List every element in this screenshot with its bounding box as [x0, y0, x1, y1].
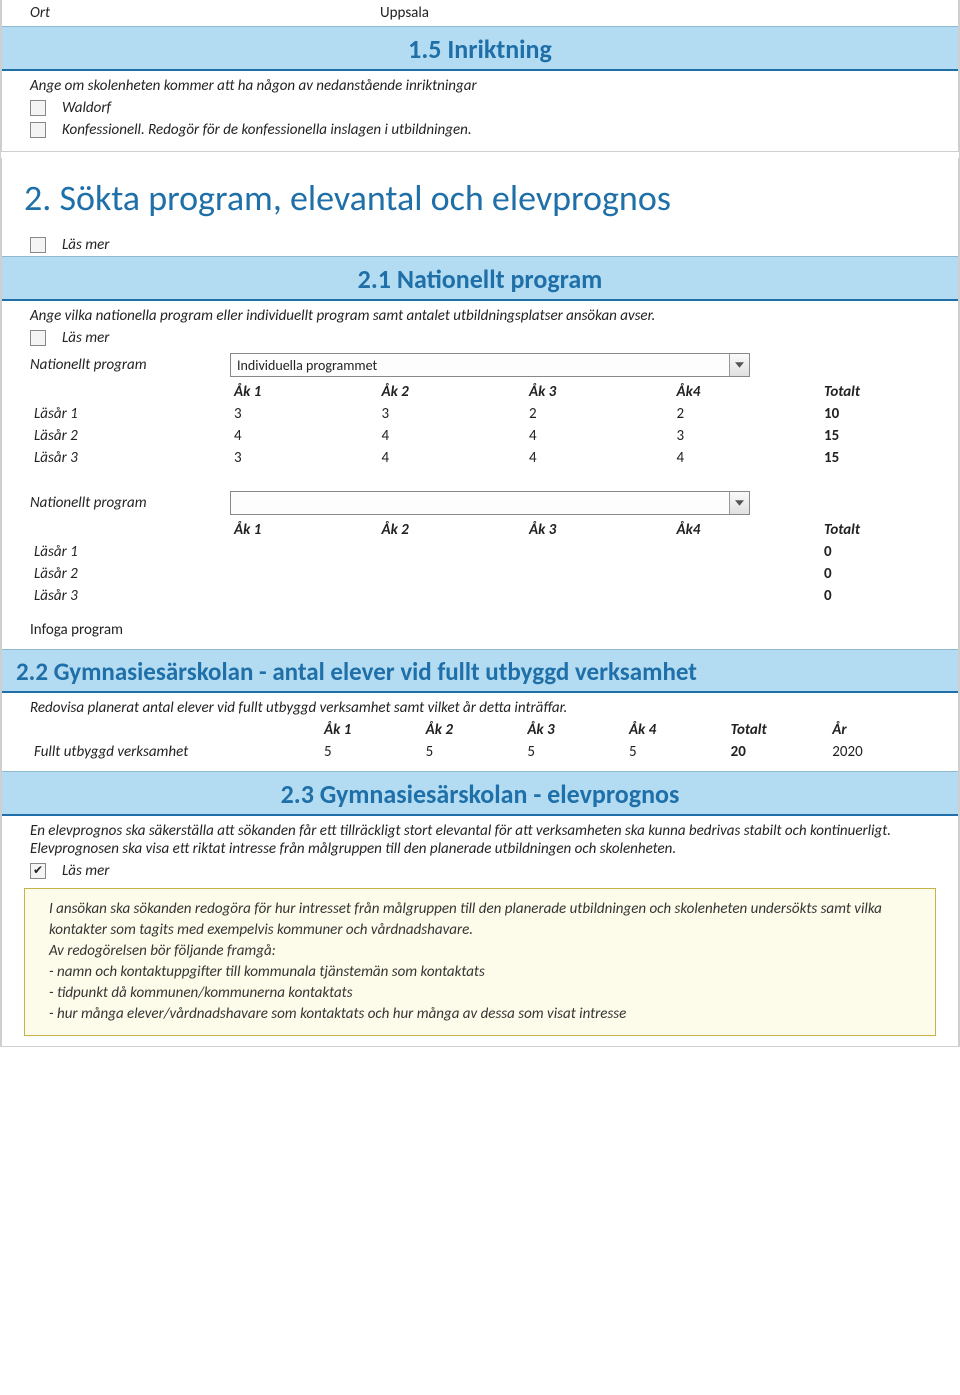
program-table-1: Åk 1 Åk 2 Åk 3 Åk4 Totalt Läsår 1 3 3 2 …	[30, 381, 930, 469]
table-row: Fullt utbyggd verksamhet 5 5 5 5 20 2020	[30, 741, 930, 763]
s23-desc: En elevprognos ska säkerställa att sökan…	[2, 816, 958, 860]
label-konfessionell: Konfessionell. Redogör för de konfession…	[62, 121, 472, 139]
chevron-down-icon	[729, 354, 749, 376]
ort-label: Ort	[30, 4, 380, 22]
checkbox-waldorf[interactable]	[30, 100, 46, 116]
program-table-2: Åk 1 Åk 2 Åk 3 Åk4 Totalt Läsår 1 0 Läså…	[30, 519, 930, 607]
readmore-s23[interactable]: Läs mer	[62, 862, 109, 880]
nat-program-label-2: Nationellt program	[30, 494, 230, 512]
nat-program-label-1: Nationellt program	[30, 356, 230, 374]
info-box: I ansökan ska sökanden redogöra för hur …	[24, 888, 936, 1036]
add-program-link[interactable]: Infoga program	[2, 615, 958, 649]
label-waldorf: Waldorf	[62, 99, 111, 117]
heading-2-1: 2.1 Nationellt program	[2, 256, 958, 301]
s22-desc: Redovisa planerat antal elever vid fullt…	[2, 693, 958, 719]
table-row: Läsår 2 0	[30, 563, 930, 585]
table-row: Läsår 3 3 4 4 4 15	[30, 447, 930, 469]
readmore-s2[interactable]: Läs mer	[62, 236, 109, 254]
heading-2-3: 2.3 Gymnasiesärskolan - elevprognos	[2, 771, 958, 816]
heading-1-5: 1.5 Inriktning	[2, 26, 958, 71]
table-row: Läsår 2 4 4 4 3 15	[30, 425, 930, 447]
checkbox-readmore-s23[interactable]	[30, 863, 46, 879]
table-row: Läsår 3 0	[30, 585, 930, 607]
s15-desc: Ange om skolenheten kommer att ha någon …	[2, 71, 958, 97]
heading-2-2: 2.2 Gymnasiesärskolan - antal elever vid…	[2, 649, 958, 693]
readmore-s21[interactable]: Läs mer	[62, 329, 109, 347]
s21-desc: Ange vilka nationella program eller indi…	[2, 301, 958, 327]
heading-2: 2. Sökta program, elevantal och elevprog…	[2, 158, 958, 226]
checkbox-readmore-s21[interactable]	[30, 330, 46, 346]
checkbox-readmore-s2[interactable]	[30, 237, 46, 253]
dropdown-program-1[interactable]: Individuella programmet	[230, 353, 750, 377]
ort-value: Uppsala	[380, 4, 930, 22]
checkbox-konfessionell[interactable]	[30, 122, 46, 138]
full-capacity-table: Åk 1 Åk 2 Åk 3 Åk 4 Totalt År Fullt utby…	[30, 719, 930, 763]
table-row: Läsår 1 0	[30, 541, 930, 563]
chevron-down-icon	[729, 492, 749, 514]
dropdown-program-2[interactable]	[230, 491, 750, 515]
table-row: Läsår 1 3 3 2 2 10	[30, 403, 930, 425]
